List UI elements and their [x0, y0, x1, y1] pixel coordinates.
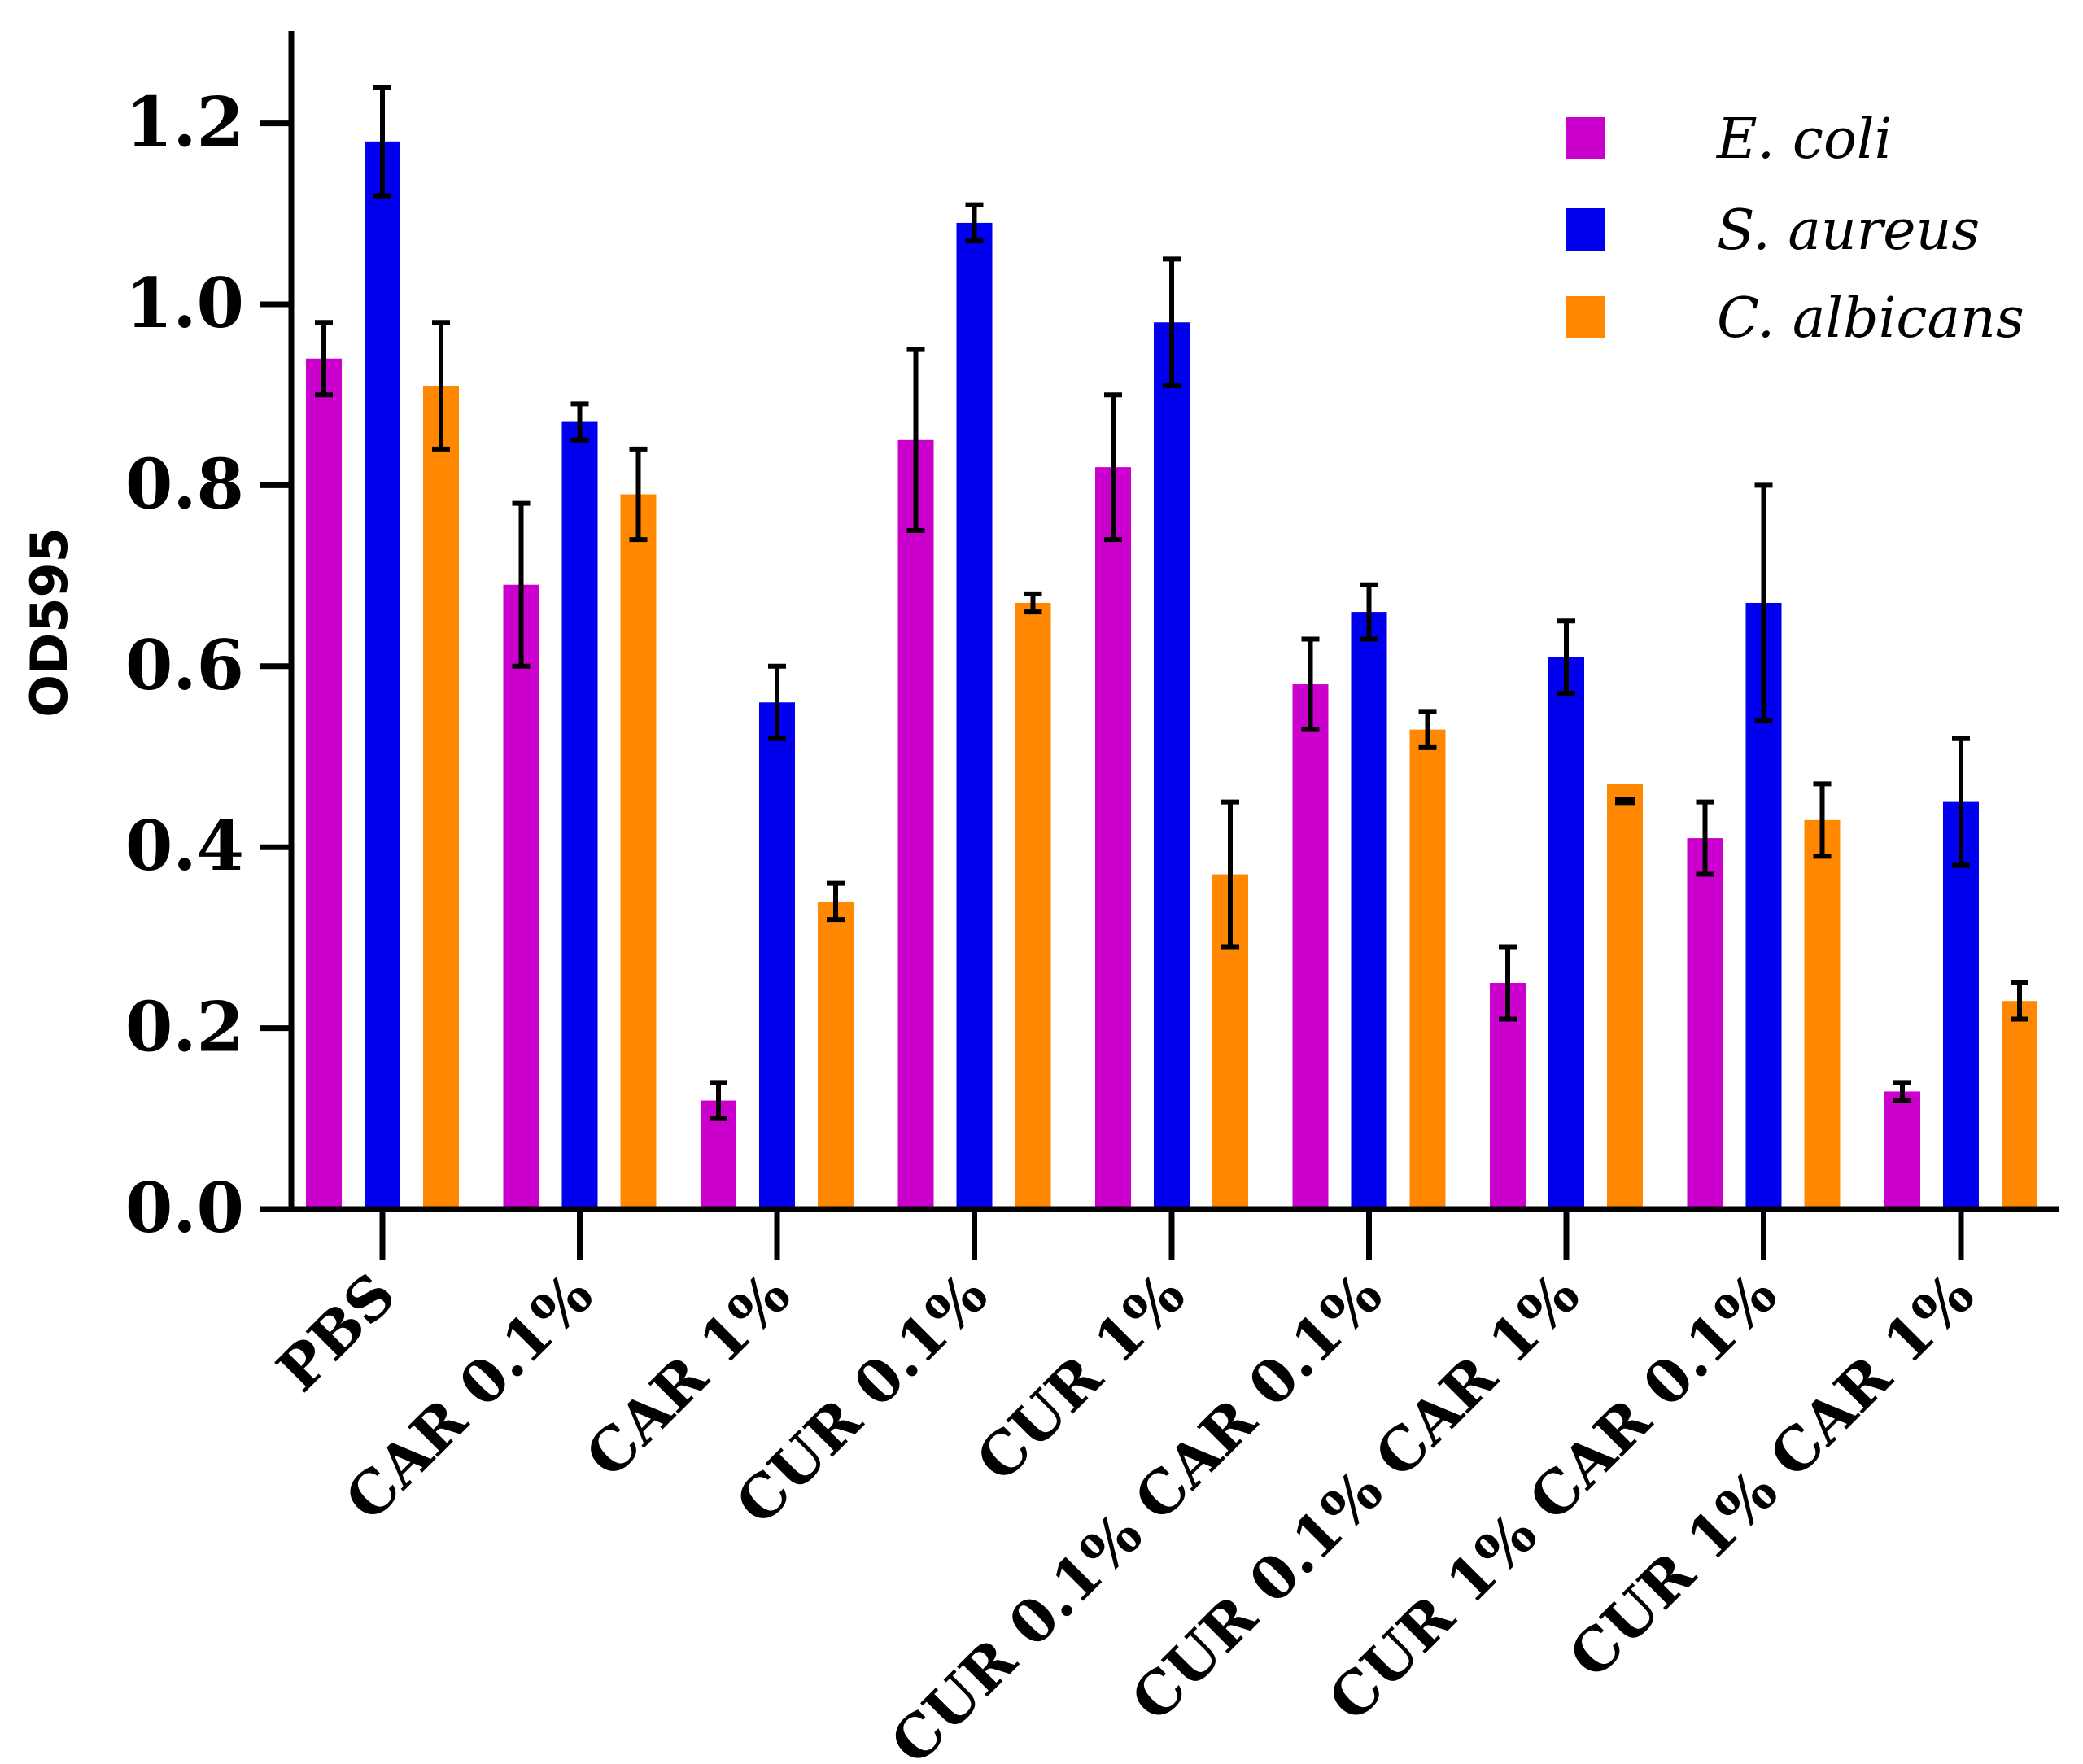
y-tick-label-6: 1.0: [125, 263, 244, 343]
bar-3-9: [2002, 1001, 2037, 1209]
legend-swatch-2: [1566, 208, 1605, 251]
error-bar-2-5: [1163, 256, 1181, 389]
y-tick-label-4: 0.6: [125, 625, 244, 705]
legend-label-1: E. coli: [1715, 107, 1892, 172]
bar-2-2: [561, 421, 598, 1209]
error-bar-3-7: [1615, 797, 1635, 806]
error-bar-3-2: [629, 446, 648, 543]
error-bar-1-6: [1301, 636, 1320, 732]
bar-1-1: [306, 358, 342, 1210]
error-bar-1-3: [710, 1080, 727, 1121]
bar-1-9: [1884, 1091, 1920, 1209]
error-bar-flat: [1615, 797, 1635, 806]
legend-label-3: C. albicans: [1717, 286, 2024, 351]
bar-1-2: [503, 584, 539, 1209]
bars-layer: [306, 141, 2037, 1210]
bar-3-1: [423, 386, 459, 1210]
bar-2-7: [1548, 657, 1584, 1209]
bar-3-8: [1804, 819, 1841, 1209]
error-bar-1-2: [512, 500, 531, 669]
error-bar-3-9: [2011, 980, 2028, 1022]
bar-2-1: [365, 141, 400, 1210]
error-bar-3-5: [1221, 799, 1239, 950]
error-bar-3-6: [1418, 709, 1437, 750]
legend-swatch-1: [1566, 117, 1605, 159]
error-bar-2-4: [965, 202, 984, 244]
bar-1-6: [1292, 684, 1329, 1209]
bar-2-6: [1351, 612, 1387, 1209]
y-tick-label-2: 0.2: [125, 987, 244, 1068]
bar-2-9: [1943, 801, 1979, 1209]
error-bar-1-5: [1104, 392, 1122, 543]
y-ticks-layer: 0.0 0.2 0.4 0.6 0.8 1.0 1.2: [125, 82, 291, 1248]
error-bar-3-3: [827, 880, 845, 923]
error-bar-2-9: [1952, 736, 1970, 868]
bar-2-4: [956, 222, 993, 1209]
bar-3-6: [1409, 729, 1446, 1209]
y-tick-label-5: 0.8: [125, 443, 244, 524]
bar-3-3: [818, 901, 854, 1209]
legend-swatch-3: [1566, 296, 1605, 338]
bar-2-5: [1154, 322, 1190, 1209]
y-tick-label-7: 1.2: [125, 82, 244, 163]
x-category-label-1: PBS: [264, 1260, 408, 1404]
legend-label-2: S. aureus: [1717, 199, 1980, 263]
bar-3-2: [620, 494, 657, 1209]
error-bar-1-4: [906, 347, 925, 533]
error-bar-2-1: [373, 85, 391, 199]
bar-3-7: [1607, 784, 1643, 1209]
y-tick-label-1: 0.0: [125, 1168, 244, 1248]
error-bar-1-9: [1893, 1080, 1911, 1103]
error-bar-2-7: [1557, 618, 1575, 696]
y-tick-label-3: 0.4: [125, 806, 244, 886]
error-bar-1-8: [1696, 799, 1714, 877]
legend: E. coli S. aureus C. albicans: [1566, 107, 2024, 351]
bar-1-8: [1687, 838, 1723, 1209]
error-bar-2-6: [1360, 582, 1378, 642]
error-bar-3-8: [1813, 781, 1832, 859]
error-bar-2-2: [570, 401, 589, 443]
bar-1-5: [1095, 467, 1131, 1209]
error-bar-3-4: [1024, 591, 1042, 615]
error-bar-3-1: [432, 320, 450, 452]
bar-1-4: [897, 439, 934, 1209]
bar-2-3: [759, 702, 795, 1209]
bar-3-4: [1015, 602, 1051, 1209]
error-bar-2-3: [768, 663, 786, 741]
error-bar-2-8: [1754, 482, 1773, 723]
y-axis-label: OD595: [20, 527, 79, 718]
error-bar-1-7: [1499, 944, 1517, 1022]
errorbars-layer: [315, 85, 2028, 1121]
error-bar-1-1: [315, 320, 333, 398]
